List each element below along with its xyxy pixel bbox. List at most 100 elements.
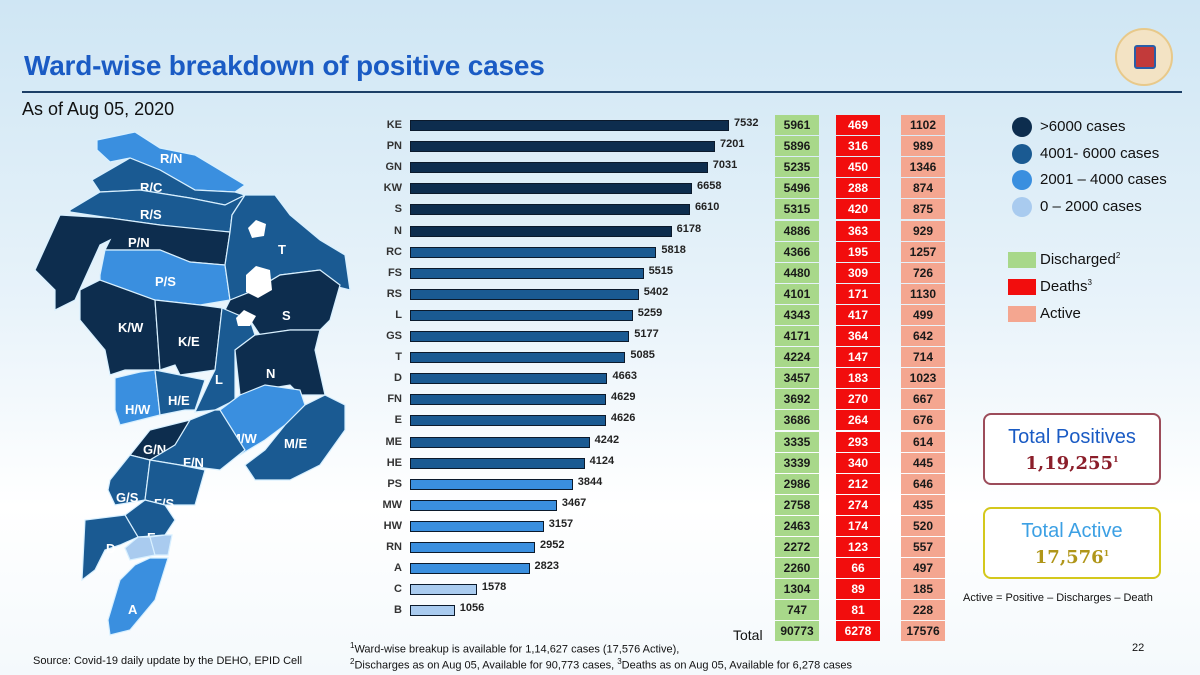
- bar-value-label: 6178: [676, 222, 702, 235]
- bar-A: [410, 563, 530, 575]
- bar-value-label: 4663: [612, 370, 637, 383]
- bar-GN: [410, 162, 708, 174]
- deaths-cell: 274: [836, 494, 880, 515]
- bar-PN: [410, 141, 715, 153]
- active-cell: 228: [901, 600, 945, 621]
- bar-category-label: N: [394, 224, 402, 237]
- ward-label: N: [266, 366, 275, 381]
- total-active-value: 17,5761: [1034, 547, 1110, 568]
- bar-RS: [410, 288, 639, 300]
- ward-label: P/S: [155, 274, 176, 289]
- active-cell: 1023: [901, 368, 945, 389]
- bar-category-label: T: [395, 351, 402, 364]
- legend-dot-icon: [1012, 143, 1032, 164]
- total-label: Total: [733, 627, 763, 643]
- active-cell: 445: [901, 452, 945, 473]
- discharged-cell: 5961: [775, 115, 819, 135]
- active-cell: 875: [901, 199, 945, 220]
- deaths-cell: 195: [836, 241, 880, 262]
- legend-tier-label: >6000 cases: [1040, 118, 1126, 135]
- active-cell: 1346: [901, 157, 945, 178]
- ward-label: H/W: [125, 402, 151, 417]
- deaths-cell: 469: [836, 115, 880, 135]
- bar-value-label: 5177: [634, 328, 659, 340]
- active-cell: 614: [901, 431, 945, 452]
- bar-PS: [410, 478, 573, 490]
- deaths-cell: 183: [836, 368, 880, 389]
- ward-k-w: [79, 279, 161, 376]
- lake-area: [236, 310, 256, 326]
- bar-value-label: 6658: [696, 180, 722, 193]
- active-cell: 726: [901, 262, 945, 283]
- bar-category-label: RN: [386, 541, 402, 553]
- municipal-corporation-logo: [1115, 28, 1173, 86]
- bar-value-label: 4626: [610, 412, 636, 425]
- bar-KE: [410, 120, 729, 131]
- bar-category-label: E: [394, 414, 402, 427]
- discharged-cell: 2463: [775, 515, 819, 536]
- as-of-date: As of Aug 05, 2020: [22, 99, 175, 119]
- active-cell: 642: [901, 326, 945, 346]
- discharged-cell: 4886: [775, 220, 819, 241]
- deaths-cell: 363: [836, 220, 880, 241]
- bar-category-label: GS: [386, 330, 402, 342]
- active-cell: 676: [901, 410, 945, 431]
- bar-category-label: PN: [386, 140, 402, 153]
- deaths-cell: 293: [836, 431, 880, 452]
- discharged-cell: 2986: [775, 473, 819, 494]
- bar-B: [410, 605, 455, 617]
- total-positives-box: Total Positives 1,19,2551: [983, 413, 1161, 485]
- ward-h-e: [154, 369, 206, 416]
- total-active-label: Total Active: [1021, 520, 1123, 542]
- bar-category-label: FS: [387, 266, 402, 279]
- source-note: Source: Covid-19 daily update by the DEH…: [33, 655, 303, 667]
- bar-E: [410, 415, 606, 427]
- lake-area: [246, 266, 272, 298]
- legend-swatch-icon: [1008, 252, 1036, 268]
- discharged-cell: 4171: [775, 326, 819, 346]
- bar-RN: [410, 542, 536, 553]
- deaths-cell: 417: [836, 304, 880, 325]
- bar-category-label: HE: [386, 456, 402, 469]
- active-cell: 557: [901, 537, 945, 557]
- bar-value-label: 5259: [637, 306, 663, 319]
- ward-b: [149, 534, 173, 556]
- ward-k-e: [154, 299, 223, 376]
- total-positives-value: 1,19,2551: [1025, 453, 1119, 474]
- ward-label: S: [282, 308, 291, 323]
- deaths-cell: 174: [836, 515, 880, 536]
- bar-value-label: 3467: [561, 496, 587, 509]
- ward-label: R/N: [160, 151, 182, 166]
- footnote-1: 1Ward-wise breakup is available for 1,14…: [350, 641, 680, 656]
- bar-category-label: KW: [383, 182, 402, 195]
- ward-label: P/N: [128, 235, 150, 250]
- discharged-cell: 4343: [775, 304, 819, 325]
- footnote-2: 2Discharges as on Aug 05, Available for …: [350, 657, 853, 672]
- active-cell: 667: [901, 389, 945, 410]
- deaths-cell: 66: [836, 558, 880, 579]
- discharged-cell: 4366: [775, 241, 819, 262]
- bar-value-label: 4242: [594, 433, 620, 446]
- ward-label: T: [278, 242, 286, 257]
- ward-label: D: [106, 541, 115, 556]
- bar-category-label: PS: [387, 477, 402, 490]
- deaths-cell: 288: [836, 178, 880, 199]
- active-cell: 435: [901, 494, 945, 515]
- legend-dot-icon: [1012, 170, 1032, 190]
- discharged-cell: 5315: [775, 199, 819, 220]
- deaths-cell: 364: [836, 326, 880, 346]
- bar-category-label: KE: [386, 119, 402, 131]
- bar-T: [410, 352, 626, 364]
- active-cell: 714: [901, 347, 945, 368]
- bar-value-label: 7532: [734, 117, 759, 129]
- title-divider: [22, 91, 1182, 93]
- legend-dot-icon: [1012, 196, 1032, 217]
- legend-swatch-icon: [1008, 306, 1036, 322]
- ward-label: G/S: [116, 490, 139, 505]
- active-cell: 520: [901, 515, 945, 536]
- bar-category-label: RC: [386, 245, 402, 258]
- page-title: Ward-wise breakdown of positive cases: [24, 50, 545, 81]
- discharged-cell: 3692: [775, 389, 819, 410]
- active-cell: 646: [901, 473, 945, 494]
- discharged-cell: 2758: [775, 494, 819, 515]
